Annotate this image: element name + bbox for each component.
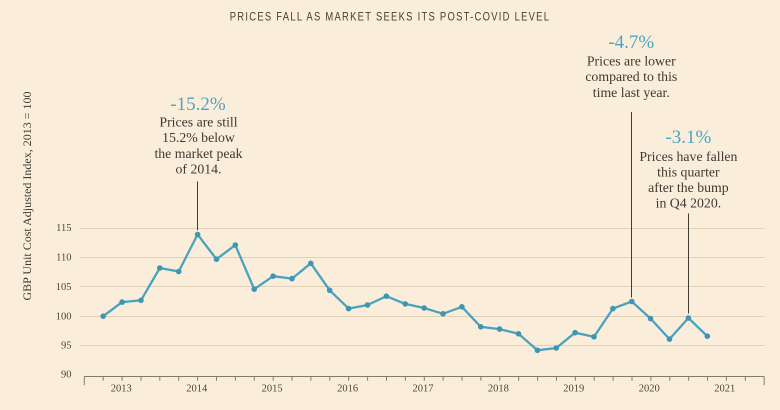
svg-text:Prices have fallen: Prices have fallen — [639, 149, 737, 164]
svg-text:90: 90 — [61, 370, 72, 381]
svg-text:of 2014.: of 2014. — [176, 161, 222, 176]
svg-text:2015: 2015 — [262, 384, 283, 395]
svg-text:the market peak: the market peak — [154, 146, 242, 161]
svg-text:115: 115 — [56, 223, 71, 234]
svg-text:95: 95 — [61, 341, 72, 352]
svg-text:Prices are still: Prices are still — [159, 115, 237, 130]
svg-text:Prices are lower: Prices are lower — [587, 54, 676, 69]
svg-text:2013: 2013 — [111, 384, 132, 395]
svg-text:time last year.: time last year. — [593, 85, 670, 100]
svg-text:110: 110 — [56, 253, 71, 264]
svg-text:2014: 2014 — [186, 384, 208, 395]
svg-text:-15.2%: -15.2% — [170, 94, 226, 115]
svg-text:-3.1%: -3.1% — [665, 127, 711, 148]
svg-text:this quarter: this quarter — [657, 164, 720, 179]
svg-text:2021: 2021 — [714, 384, 735, 395]
svg-text:PRICES FALL AS MARKET SEEKS IT: PRICES FALL AS MARKET SEEKS ITS POST-COV… — [230, 12, 551, 24]
svg-text:105: 105 — [56, 282, 72, 293]
svg-text:in Q4 2020.: in Q4 2020. — [656, 196, 722, 211]
svg-text:2018: 2018 — [488, 384, 509, 395]
svg-text:after the bump: after the bump — [648, 180, 729, 195]
svg-text:15.2% below: 15.2% below — [162, 130, 235, 145]
svg-text:2016: 2016 — [337, 384, 358, 395]
svg-text:100: 100 — [56, 311, 72, 322]
svg-text:2019: 2019 — [563, 384, 584, 395]
svg-text:2017: 2017 — [413, 384, 434, 395]
svg-text:-4.7%: -4.7% — [608, 32, 654, 53]
svg-text:2020: 2020 — [639, 384, 660, 395]
svg-text:compared to this: compared to this — [585, 69, 677, 84]
svg-text:GBP Unit Cost Adjusted Index,: GBP Unit Cost Adjusted Index, 2013 = 100 — [20, 92, 34, 301]
